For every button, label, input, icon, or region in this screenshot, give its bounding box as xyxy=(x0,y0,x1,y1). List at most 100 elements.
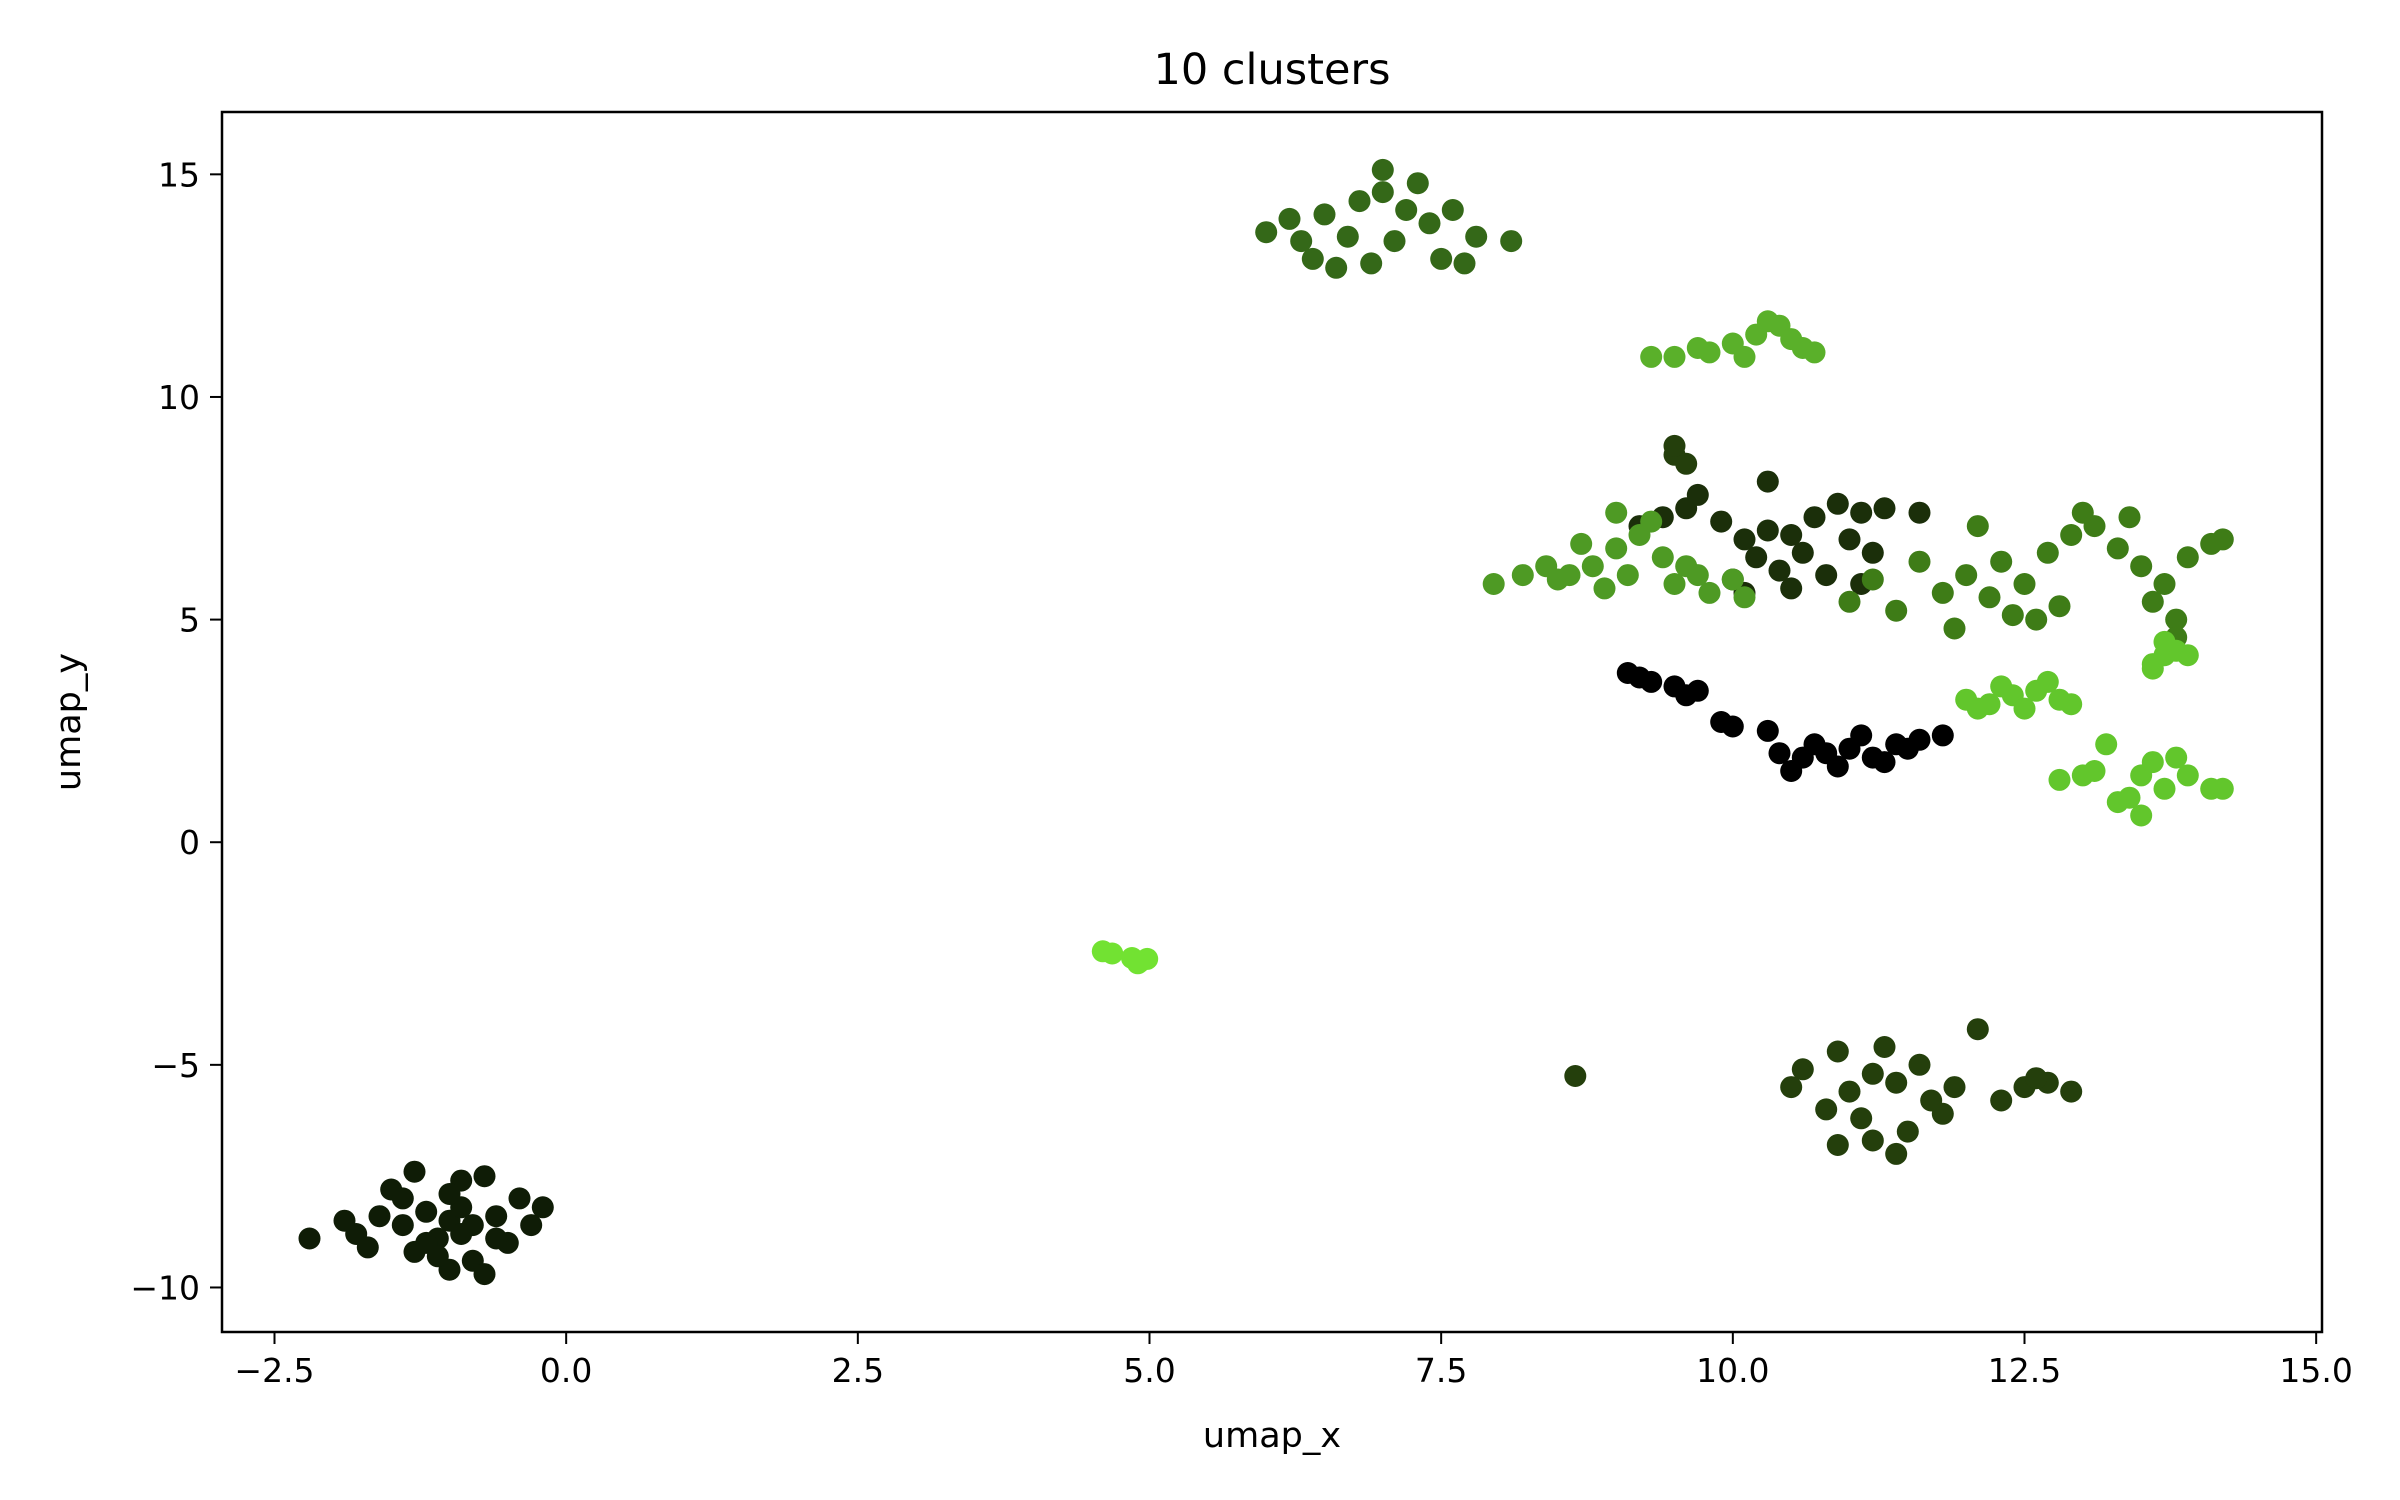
scatter-point xyxy=(1301,247,1324,270)
scatter-point xyxy=(1896,737,1919,760)
scatter-point xyxy=(1990,550,2013,573)
scatter-point xyxy=(1826,1134,1849,1156)
scatter-point xyxy=(2211,777,2234,800)
scatter-point xyxy=(1733,528,1756,551)
scatter-point xyxy=(1482,573,1505,595)
scatter-point xyxy=(1686,337,1709,359)
scatter-point xyxy=(1733,345,1756,368)
scatter-point xyxy=(1943,617,1966,640)
scatter-point xyxy=(1780,1076,1803,1099)
scatter-point xyxy=(1453,252,1476,275)
scatter-point xyxy=(1780,577,1803,600)
scatter-point xyxy=(2060,524,2083,546)
scatter-point xyxy=(1780,760,1803,782)
scatter-point xyxy=(1768,559,1791,582)
y-tick-label: 10 xyxy=(158,378,200,417)
scatter-point xyxy=(1564,1065,1587,1087)
scatter-point xyxy=(2083,760,2106,782)
x-tick-label: 0.0 xyxy=(540,1351,592,1390)
scatter-point xyxy=(1873,497,1896,520)
scatter-point xyxy=(1803,341,1826,364)
scatter-point xyxy=(1815,564,1838,587)
scatter-point xyxy=(2165,746,2188,769)
scatter-point xyxy=(1255,221,1278,244)
scatter-point xyxy=(1756,310,1779,333)
scatter-point xyxy=(1756,719,1779,742)
scatter-point xyxy=(1278,207,1301,230)
scatter-point xyxy=(2153,630,2176,653)
scatter-point xyxy=(1838,1080,1861,1103)
scatter-point xyxy=(1710,510,1733,533)
y-tick-label: 15 xyxy=(158,155,200,194)
scatter-point xyxy=(2048,768,2071,791)
scatter-point xyxy=(2036,541,2059,564)
scatter-point xyxy=(1861,1062,1884,1085)
scatter-point xyxy=(391,1214,414,1237)
y-tick-label: 0 xyxy=(179,823,200,862)
scatter-point xyxy=(1663,573,1686,595)
scatter-point xyxy=(415,1231,438,1254)
scatter-point xyxy=(1826,755,1849,778)
scatter-point xyxy=(473,1165,496,1188)
scatter-point xyxy=(1395,199,1418,221)
y-axis-label: umap_y xyxy=(49,653,89,791)
scatter-point xyxy=(1908,550,1931,573)
scatter-point xyxy=(1826,1040,1849,1063)
scatter-point xyxy=(2118,506,2141,529)
scatter-point xyxy=(2013,697,2036,720)
scatter-point xyxy=(1383,230,1406,253)
scatter-point xyxy=(1721,568,1744,591)
scatter-point xyxy=(298,1227,321,1250)
scatter-point xyxy=(1966,515,1989,538)
x-tick-label: −2.5 xyxy=(234,1351,314,1390)
scatter-point xyxy=(1873,1036,1896,1058)
scatter-point xyxy=(1931,724,1954,747)
y-tick-label: −10 xyxy=(130,1268,200,1307)
scatter-point xyxy=(2176,764,2199,787)
x-tick-label: 2.5 xyxy=(832,1351,884,1390)
scatter-point xyxy=(1861,1129,1884,1152)
scatter-point xyxy=(2176,546,2199,569)
scatter-point xyxy=(2130,555,2153,578)
scatter-point xyxy=(1803,733,1826,756)
scatter-point xyxy=(1873,751,1896,774)
scatter-point xyxy=(1605,537,1628,560)
scatter-point xyxy=(1441,199,1464,221)
scatter-point xyxy=(1966,697,1989,720)
scatter-point xyxy=(1640,345,1663,368)
scatter-point xyxy=(1791,541,1814,564)
scatter-point xyxy=(1955,564,1978,587)
scatter-point xyxy=(1733,586,1756,609)
x-tick-label: 10.0 xyxy=(1696,1351,1769,1390)
scatter-point xyxy=(2165,608,2188,631)
scatter-point xyxy=(2060,1080,2083,1103)
x-axis-label: umap_x xyxy=(1203,1416,1341,1456)
scatter-point xyxy=(1465,225,1488,248)
scatter-point xyxy=(2130,804,2153,827)
scatter-point xyxy=(2013,573,2036,595)
scatter-point xyxy=(1101,942,1124,965)
scatter-point xyxy=(1500,230,1523,253)
scatter-point xyxy=(1978,586,2001,609)
scatter-point xyxy=(1931,1102,1954,1125)
scatter-point xyxy=(1698,581,1721,604)
scatter-point xyxy=(368,1205,391,1228)
scatter-point xyxy=(2060,693,2083,716)
scatter-point xyxy=(1313,203,1336,226)
scatter-point xyxy=(508,1187,531,1210)
scatter-point xyxy=(1990,1089,2013,1112)
scatter-point xyxy=(2095,733,2118,756)
scatter-point xyxy=(1663,345,1686,368)
scatter-point xyxy=(1756,519,1779,542)
scatter-point xyxy=(2176,644,2199,667)
scatter-point xyxy=(2106,537,2129,560)
scatter-point xyxy=(403,1160,426,1183)
scatter-point xyxy=(1885,1142,1908,1165)
scatter-point xyxy=(1581,555,1604,578)
scatter-point xyxy=(1896,1120,1919,1143)
scatter-point xyxy=(2153,777,2176,800)
scatter-point xyxy=(1861,568,1884,591)
y-tick-label: 5 xyxy=(179,601,200,640)
plot-area-frame xyxy=(220,110,2324,1334)
